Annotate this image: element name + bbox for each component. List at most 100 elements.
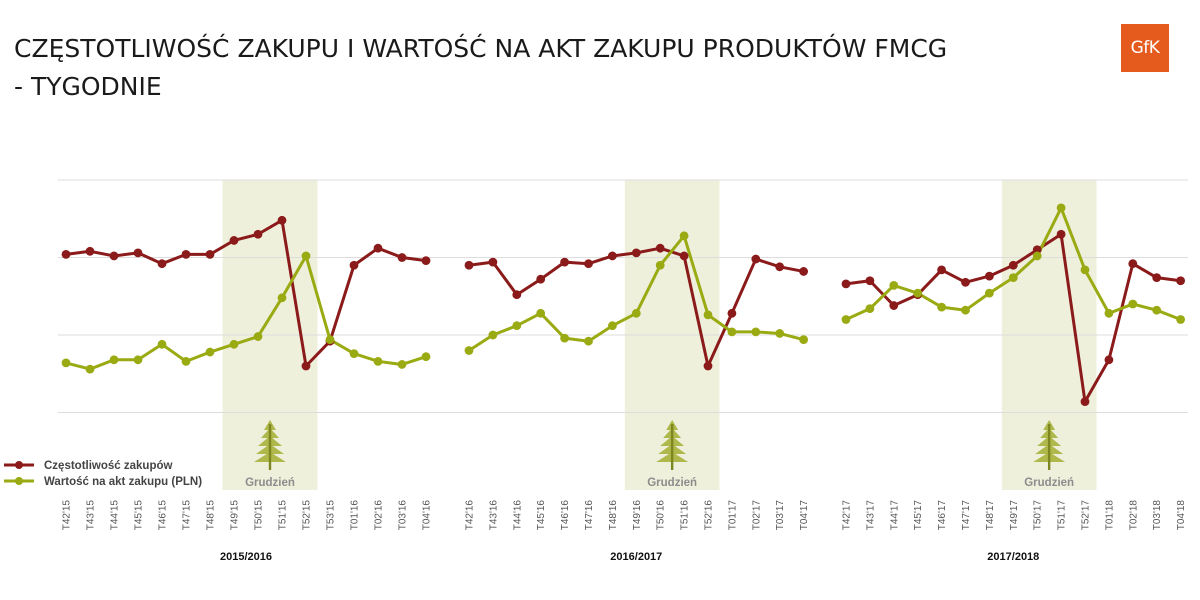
frequency-point xyxy=(205,250,215,259)
value-point xyxy=(253,332,263,341)
frequency-point xyxy=(536,274,546,284)
christmas-tree-icon xyxy=(254,420,286,470)
frequency-point xyxy=(889,301,899,310)
x-tick-label: T42'15 xyxy=(62,500,73,531)
x-tick-label: T45'15 xyxy=(134,500,145,531)
x-tick-label: T42'17 xyxy=(842,500,853,531)
value-point xyxy=(1176,315,1185,324)
frequency-point xyxy=(253,229,263,239)
x-tick-label: T01'16 xyxy=(350,500,361,531)
x-tick-label: T44'15 xyxy=(110,500,121,531)
grid-lines xyxy=(58,179,1188,413)
frequency-point xyxy=(775,262,785,272)
frequency-point xyxy=(464,260,474,270)
frequency-point xyxy=(397,253,407,262)
x-tick-label: T02'17 xyxy=(751,500,762,531)
x-tick-label: T52'15 xyxy=(302,500,313,531)
x-tick-label: T02'18 xyxy=(1128,500,1139,531)
legend-label: Częstotliwość zakupów xyxy=(44,460,172,472)
value-point xyxy=(631,308,641,318)
x-tick-label: T51'17 xyxy=(1057,500,1068,531)
value-point xyxy=(277,293,287,303)
frequency-point xyxy=(560,257,569,267)
x-tick-label: T50'16 xyxy=(656,500,667,531)
tree-icons xyxy=(254,420,1066,470)
x-tick-label: T43'16 xyxy=(488,500,499,531)
christmas-tree-icon xyxy=(656,420,689,470)
legend-item: Wartość na akt zakupu (PLN) xyxy=(4,476,202,488)
x-tick-label: T51'16 xyxy=(680,500,691,531)
value-point xyxy=(512,321,522,331)
gfk-logo: GfK xyxy=(1121,24,1169,72)
frequency-point xyxy=(109,251,119,261)
value-point xyxy=(608,321,617,331)
value-point xyxy=(584,336,593,346)
frequency-point xyxy=(584,259,593,269)
value-point xyxy=(133,355,143,365)
series-points xyxy=(61,203,1185,407)
value-point xyxy=(1104,308,1114,318)
x-tick-label: T49'16 xyxy=(632,500,643,531)
value-point xyxy=(536,308,546,318)
frequency-point xyxy=(1008,260,1018,270)
x-tick-label: T50'17 xyxy=(1033,500,1044,531)
legend-label: Wartość na akt zakupu (PLN) xyxy=(44,476,202,488)
value-point xyxy=(1032,251,1042,261)
value-point xyxy=(109,355,119,365)
legend-marker xyxy=(15,477,23,485)
value-point xyxy=(703,310,713,320)
x-tick-label: T47'15 xyxy=(182,500,193,531)
value-point xyxy=(325,335,335,345)
value-point xyxy=(727,327,737,337)
value-point xyxy=(373,356,383,366)
value-point xyxy=(913,288,923,298)
value-point xyxy=(1128,299,1138,309)
value-point xyxy=(985,288,994,298)
value-point xyxy=(775,329,785,338)
legend: Częstotliwość zakupów Wartość na akt zaku… xyxy=(4,460,202,488)
value-point xyxy=(679,231,689,241)
season-label: 2017/2018 xyxy=(987,551,1039,563)
value-point xyxy=(421,352,431,362)
frequency-point xyxy=(133,248,143,258)
value-point xyxy=(61,358,71,368)
frequency-point xyxy=(985,271,994,281)
x-tick-label: T02'16 xyxy=(374,500,385,531)
x-tick-label: T48'17 xyxy=(985,500,996,531)
frequency-point xyxy=(157,259,167,269)
frequency-point xyxy=(751,254,761,264)
frequency-point xyxy=(488,257,498,267)
x-tick-label: T03'17 xyxy=(775,500,786,531)
value-point xyxy=(85,364,95,374)
frequency-point xyxy=(61,250,71,259)
x-tick-label: T04'18 xyxy=(1176,500,1187,531)
frequency-point xyxy=(277,215,287,225)
value-point xyxy=(205,347,215,357)
frequency-point xyxy=(631,248,641,258)
value-point xyxy=(961,305,970,315)
value-point xyxy=(1008,273,1018,283)
frequency-point xyxy=(841,279,851,289)
value-point xyxy=(841,315,851,324)
x-tick-label: T01'17 xyxy=(727,500,738,531)
x-tick-label: T48'15 xyxy=(206,500,217,531)
x-tick-label: T44'16 xyxy=(512,500,523,531)
chart-title-line-1: CZĘSTOTLIWOŚĆ ZAKUPU I WARTOŚĆ NA AKT ZA… xyxy=(14,34,948,63)
value-point xyxy=(1056,203,1066,213)
x-tick-label: T47'17 xyxy=(961,500,972,531)
x-tick-label: T03'16 xyxy=(398,500,409,531)
frequency-point xyxy=(229,236,239,245)
frequency-point xyxy=(1080,397,1090,407)
frequency-point xyxy=(301,361,311,371)
x-tick-label: T42'16 xyxy=(465,500,476,531)
value-line-0 xyxy=(65,254,427,371)
x-tick-label: T04'17 xyxy=(799,500,810,531)
x-tick-label: T52'17 xyxy=(1081,500,1092,531)
x-tick-label: T45'16 xyxy=(536,500,547,531)
christmas-tree-icon xyxy=(1033,420,1066,470)
frequency-point xyxy=(373,243,383,253)
value-point xyxy=(181,356,191,366)
x-tick-label: T52'16 xyxy=(704,500,715,531)
x-tick-label: T49'15 xyxy=(230,500,241,531)
